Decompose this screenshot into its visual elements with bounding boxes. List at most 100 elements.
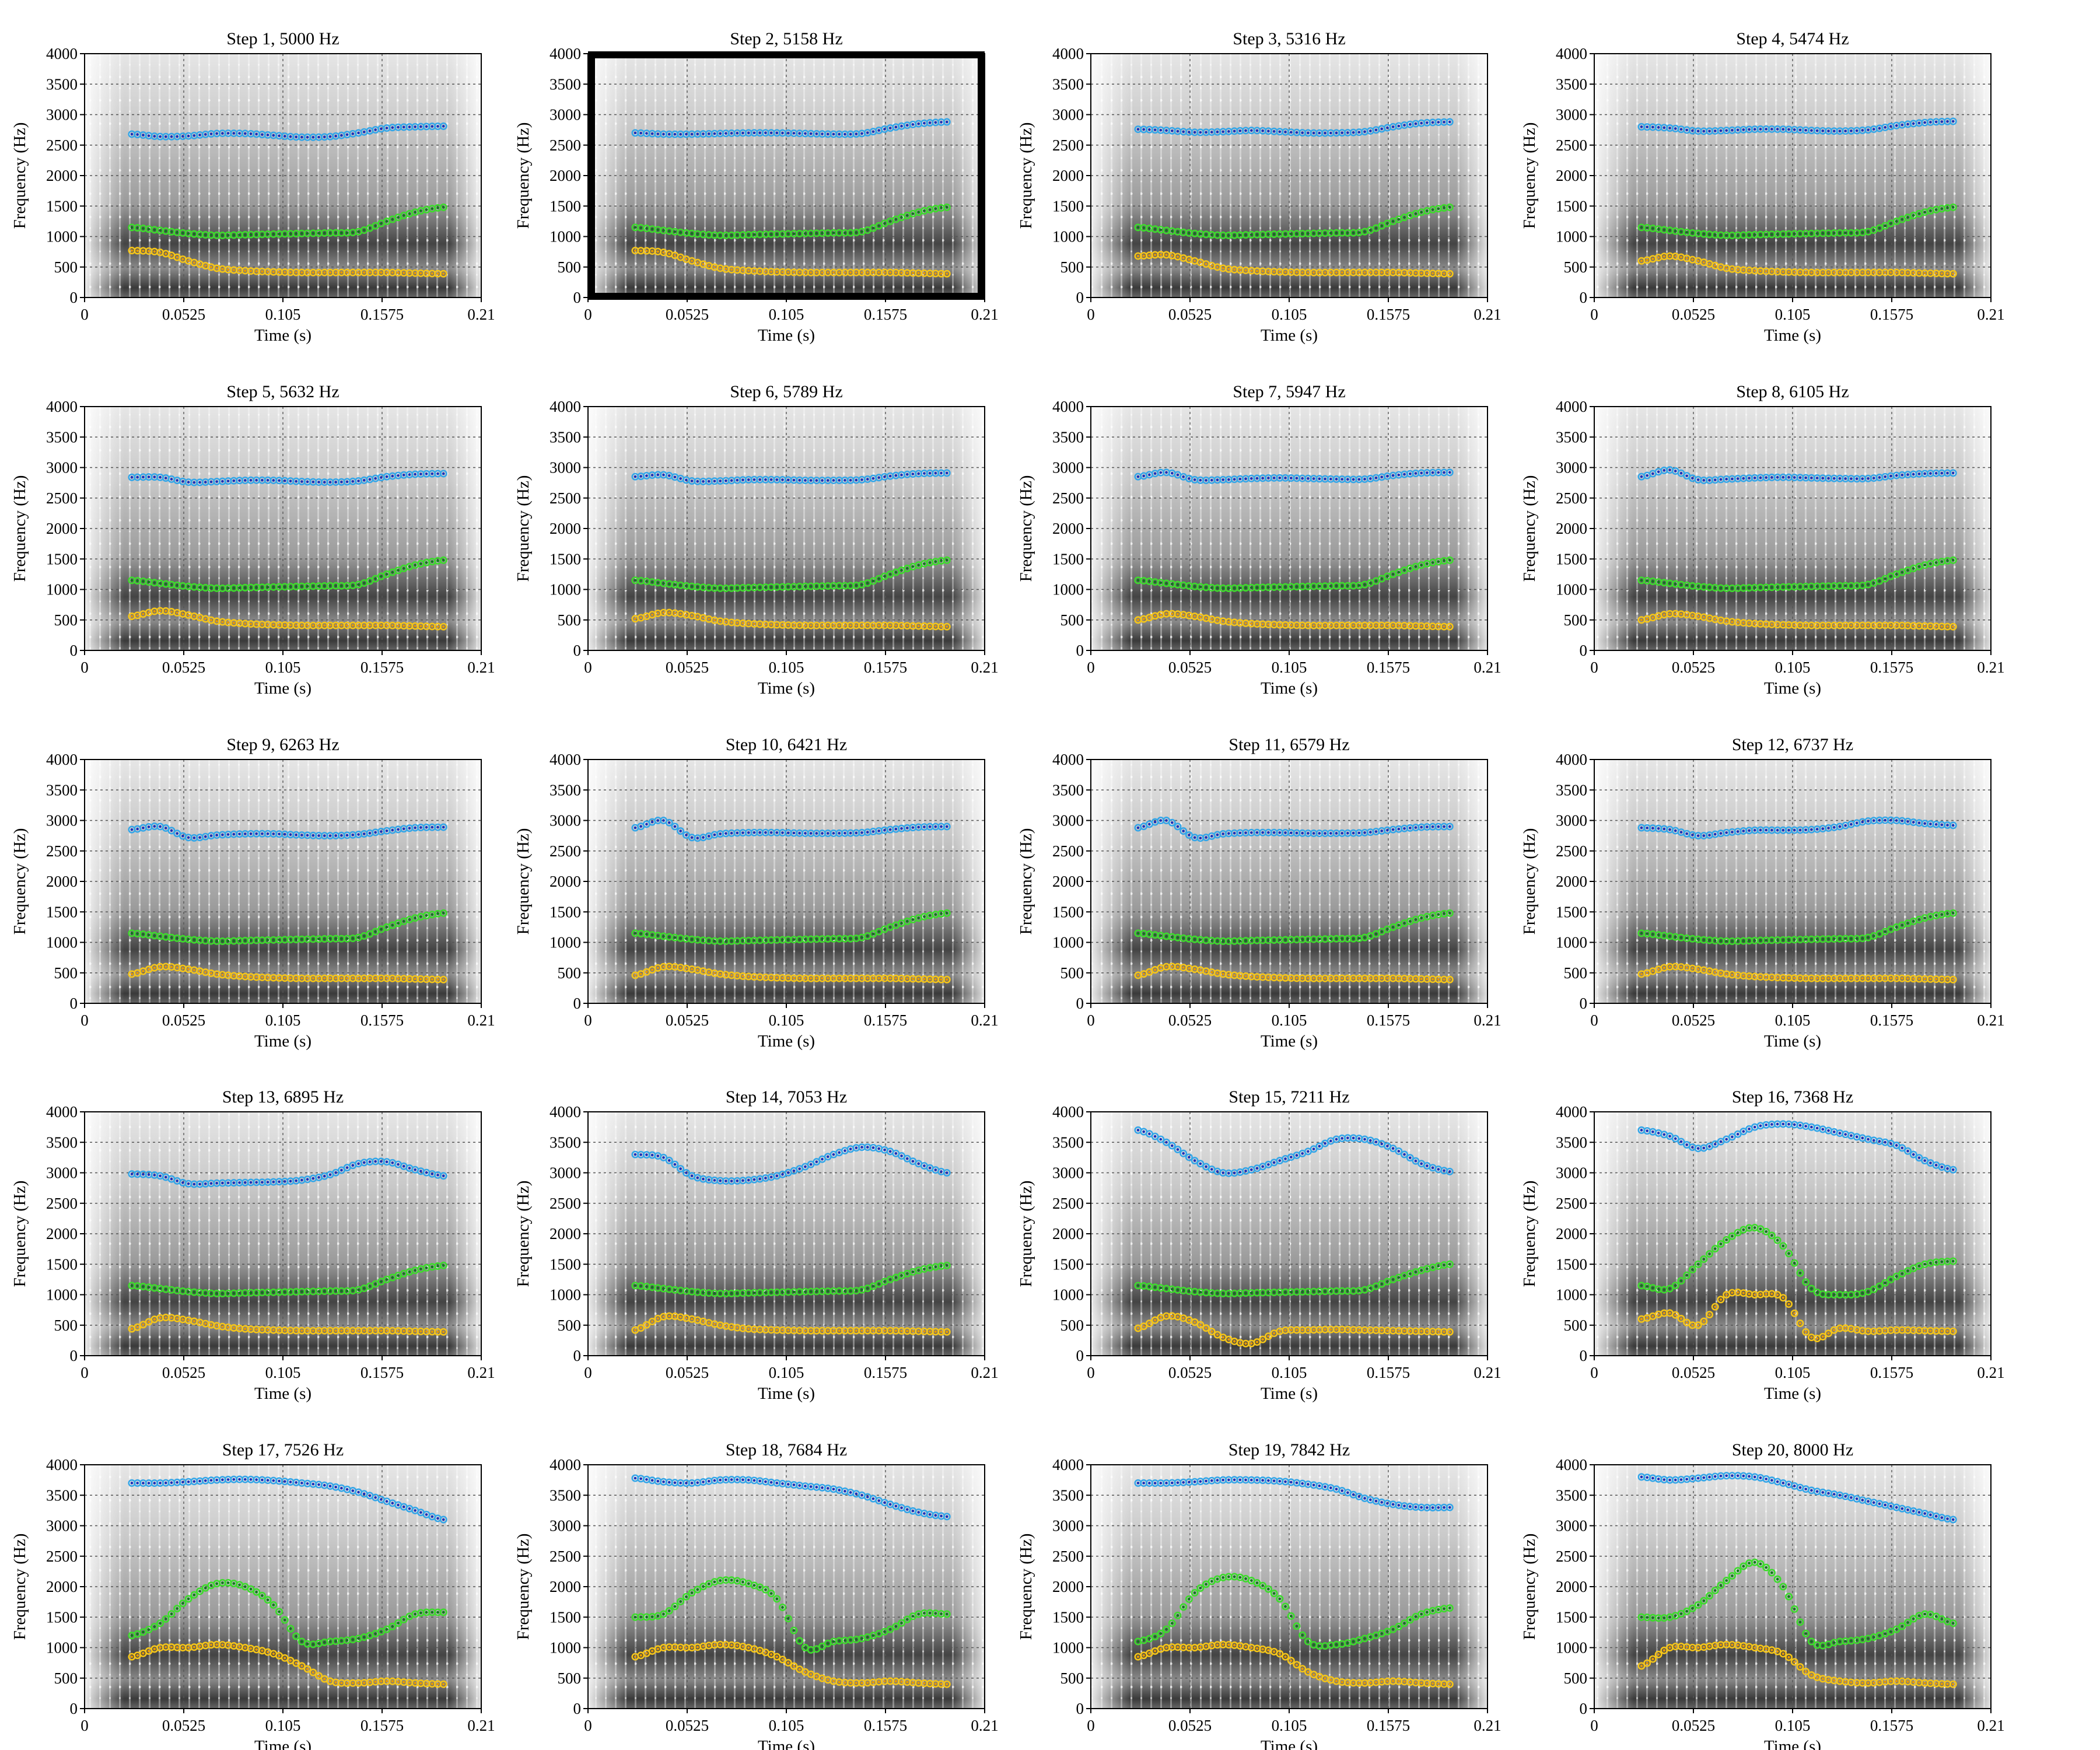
f3-smoothed-point [1227, 832, 1230, 835]
panel-title: Step 7, 5947 Hz [1233, 382, 1345, 401]
f2-track [128, 203, 447, 239]
f2-smoothed-point [136, 579, 139, 582]
x-axis-label: Time (s) [254, 326, 312, 345]
f1-smoothed-point [1176, 965, 1180, 968]
f2-smoothed-point [1923, 211, 1926, 214]
f2-smoothed-point [312, 232, 315, 235]
f1-smoothed-point [1289, 977, 1293, 979]
f3-smoothed-point [317, 135, 320, 139]
f2-smoothed-point [1827, 937, 1830, 941]
f3-smoothed-point [832, 832, 835, 835]
f3-smoothed-point [312, 135, 315, 139]
f2-smoothed-point [255, 233, 258, 236]
y-tick-label: 4000 [550, 398, 581, 415]
f3-smoothed-point [888, 474, 892, 478]
f2-smoothed-point [1380, 930, 1383, 933]
panel-title: Step 11, 6579 Hz [1228, 735, 1349, 754]
f1-smoothed-point [1827, 271, 1830, 274]
f3-smoothed-point [334, 481, 337, 484]
f3-smoothed-point [147, 1173, 150, 1176]
f2-measured-point [439, 203, 447, 211]
f2-smoothed-point [300, 1290, 303, 1293]
f1-smoothed-point [707, 264, 710, 267]
f2-smoothed-point [1210, 586, 1213, 589]
f3-smoothed-point [198, 134, 201, 136]
f2-smoothed-point [1696, 232, 1700, 235]
f3-smoothed-point [923, 472, 926, 475]
f3-smoothed-point [1685, 832, 1688, 835]
f2-smoothed-point [221, 587, 224, 590]
f3-smoothed-point [1719, 129, 1723, 132]
f1-measured-point [1949, 622, 1957, 631]
f3-smoothed-point [844, 479, 846, 482]
f3-smoothed-point [860, 478, 863, 481]
f1-smoothed-point [1691, 614, 1694, 617]
f3-smoothed-point [1261, 831, 1264, 834]
f2-smoothed-point [940, 559, 943, 562]
f2-smoothed-point [1867, 583, 1870, 586]
f3-smoothed-point [1838, 130, 1842, 133]
selected-panel-highlight[interactable] [588, 51, 985, 300]
f3-smoothed-point [198, 481, 201, 484]
f3-smoothed-point [317, 834, 320, 837]
f2-smoothed-point [1380, 224, 1383, 228]
y-tick-label: 2000 [1052, 167, 1084, 184]
f2-smoothed-point [826, 232, 830, 235]
f3-smoothed-point [1827, 477, 1830, 480]
f2-smoothed-point [764, 939, 767, 942]
f1-track [128, 247, 447, 278]
f1-smoothed-point [673, 254, 677, 257]
f3-smoothed-point [170, 135, 173, 138]
f3-smoothed-point [1821, 477, 1825, 480]
f2-smoothed-point [1324, 584, 1326, 588]
f1-smoothed-point [1148, 254, 1151, 257]
f3-smoothed-point [1176, 473, 1180, 477]
f1-smoothed-point [1651, 970, 1654, 973]
f3-smoothed-point [1346, 832, 1349, 835]
f1-smoothed-point [832, 977, 835, 980]
f3-smoothed-point [1798, 128, 1802, 132]
f3-smoothed-point [844, 132, 846, 136]
f3-smoothed-point [849, 478, 852, 482]
f3-smoothed-point [1205, 479, 1208, 482]
f3-smoothed-point [1770, 828, 1773, 832]
f3-smoothed-point [385, 829, 388, 832]
f1-smoothed-point [1165, 612, 1168, 615]
f3-smoothed-point [1889, 474, 1892, 478]
f1-smoothed-point [1713, 264, 1717, 267]
f2-smoothed-point [1193, 584, 1196, 588]
f2-smoothed-point [142, 1285, 145, 1288]
f2-smoothed-point [1719, 939, 1723, 943]
f2-smoothed-point [1827, 584, 1830, 588]
f2-smoothed-point [934, 560, 937, 564]
f3-smoothed-point [634, 131, 637, 135]
f1-smoothed-point [1244, 975, 1247, 978]
f2-smoothed-point [289, 938, 292, 941]
f1-smoothed-point [1335, 624, 1338, 627]
f3-smoothed-point [312, 480, 315, 484]
f1-smoothed-point [1934, 625, 1938, 628]
f3-smoothed-point [1261, 129, 1264, 132]
f3-smoothed-point [130, 475, 134, 479]
y-tick-label: 500 [558, 964, 582, 982]
f1-smoothed-point [1301, 271, 1304, 274]
f3-smoothed-point [832, 479, 835, 482]
f2-smoothed-point [238, 1292, 241, 1294]
f3-smoothed-point [781, 131, 784, 135]
f3-smoothed-point [1884, 818, 1887, 822]
f3-smoothed-point [1391, 474, 1395, 477]
f2-smoothed-point [1329, 232, 1332, 235]
f3-smoothed-point [221, 1181, 224, 1185]
y-tick-label: 2500 [46, 842, 78, 860]
f2-smoothed-point [164, 229, 167, 233]
f2-smoothed-point [1346, 937, 1349, 940]
f3-smoothed-point [1640, 125, 1643, 128]
f2-smoothed-point [792, 232, 796, 235]
y-tick-label: 2000 [550, 520, 581, 537]
f2-smoothed-point [1901, 218, 1904, 221]
f3-smoothed-point [1426, 471, 1429, 474]
f2-smoothed-point [1702, 232, 1706, 236]
f1-smoothed-point [769, 976, 773, 979]
y-tick-label: 500 [54, 611, 78, 629]
